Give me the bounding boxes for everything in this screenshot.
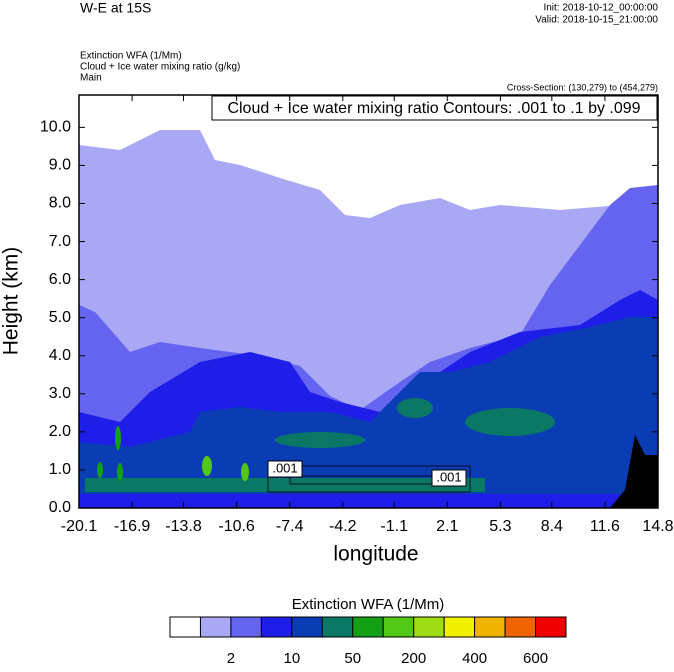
x-tick-label: -7.4 — [276, 518, 304, 535]
colorbar-swatch — [260, 616, 293, 638]
y-tick-label: 0.0 — [49, 499, 71, 516]
y-tick-label: 2.0 — [49, 423, 71, 440]
field-label: Main — [80, 73, 102, 84]
x-tick-label: -10.6 — [218, 518, 255, 535]
valid-time: Valid: 2018-10-15_21:00:00 — [535, 15, 658, 26]
contour-label: .001 — [272, 460, 297, 475]
colorbar-swatch — [230, 616, 262, 638]
x-tick-label: 11.6 — [590, 518, 620, 535]
x-tick-label: 8.4 — [541, 518, 563, 535]
colorbar-swatch — [199, 616, 232, 638]
contour-label-box — [431, 469, 467, 487]
colorbar-label: 600 — [523, 650, 548, 667]
colorbar-swatch — [413, 616, 445, 638]
colorbar-swatch — [169, 616, 201, 638]
x-tick-label: -1.1 — [380, 518, 408, 535]
colorbar-label: 10 — [284, 650, 301, 667]
x-tick-label: -13.8 — [165, 518, 202, 535]
plot-frame — [78, 94, 659, 509]
colorbar-swatch — [474, 616, 506, 638]
colorbar-label: 400 — [462, 650, 487, 667]
colorbar-swatch — [504, 616, 537, 638]
chart-title: W-E at 15S — [80, 0, 151, 16]
colorbar-swatch — [321, 616, 354, 638]
y-tick-label: 6.0 — [49, 271, 71, 288]
contour-info-box — [211, 95, 658, 121]
y-tick-label: 3.0 — [49, 385, 71, 402]
x-tick-label: 2.1 — [436, 518, 458, 535]
x-tick-label: -16.9 — [114, 518, 151, 535]
colorbar-swatch — [535, 616, 567, 638]
colorbar-label: 200 — [401, 650, 426, 667]
y-tick-label: 1.0 — [49, 461, 71, 478]
x-tick-label: 5.3 — [489, 518, 511, 535]
y-tick-label: 4.0 — [49, 347, 71, 364]
y-tick-label: 10.0 — [40, 119, 71, 136]
colorbar-swatch — [291, 616, 323, 638]
y-tick-label: 9.0 — [49, 157, 71, 174]
field-label: Cloud + Ice water mixing ratio (g/kg) — [80, 62, 240, 73]
y-tick-label: 7.0 — [49, 233, 71, 250]
colorbar-swatch — [382, 616, 415, 638]
colorbar-title: Extinction WFA (1/Mm) — [292, 596, 445, 613]
x-tick-label: -4.2 — [329, 518, 357, 535]
contour-fill — [79, 95, 658, 508]
x-tick-label: 14.8 — [642, 518, 673, 535]
x-axis-title: longitude — [333, 543, 418, 566]
y-axis-title: Height (km) — [0, 247, 23, 356]
contour-label-box — [267, 460, 303, 478]
colorbar-label: 50 — [344, 650, 361, 667]
x-tick-label: -20.1 — [61, 518, 98, 535]
y-tick-label: 8.0 — [49, 195, 71, 212]
cross-section: Cross-Section: (130,279) to (454,279) — [507, 82, 658, 92]
contour-label: .001 — [436, 469, 461, 484]
contour-info: Cloud + Ice water mixing ratio Contours:… — [227, 100, 640, 117]
init-time: Init: 2018-10-12_00:00:00 — [543, 3, 658, 14]
colorbar-label: 2 — [227, 650, 235, 667]
field-label: Extinction WFA (1/Mm) — [80, 51, 182, 62]
colorbar-swatch — [443, 616, 476, 638]
colorbar-swatch — [352, 616, 384, 638]
y-tick-label: 5.0 — [49, 309, 71, 326]
